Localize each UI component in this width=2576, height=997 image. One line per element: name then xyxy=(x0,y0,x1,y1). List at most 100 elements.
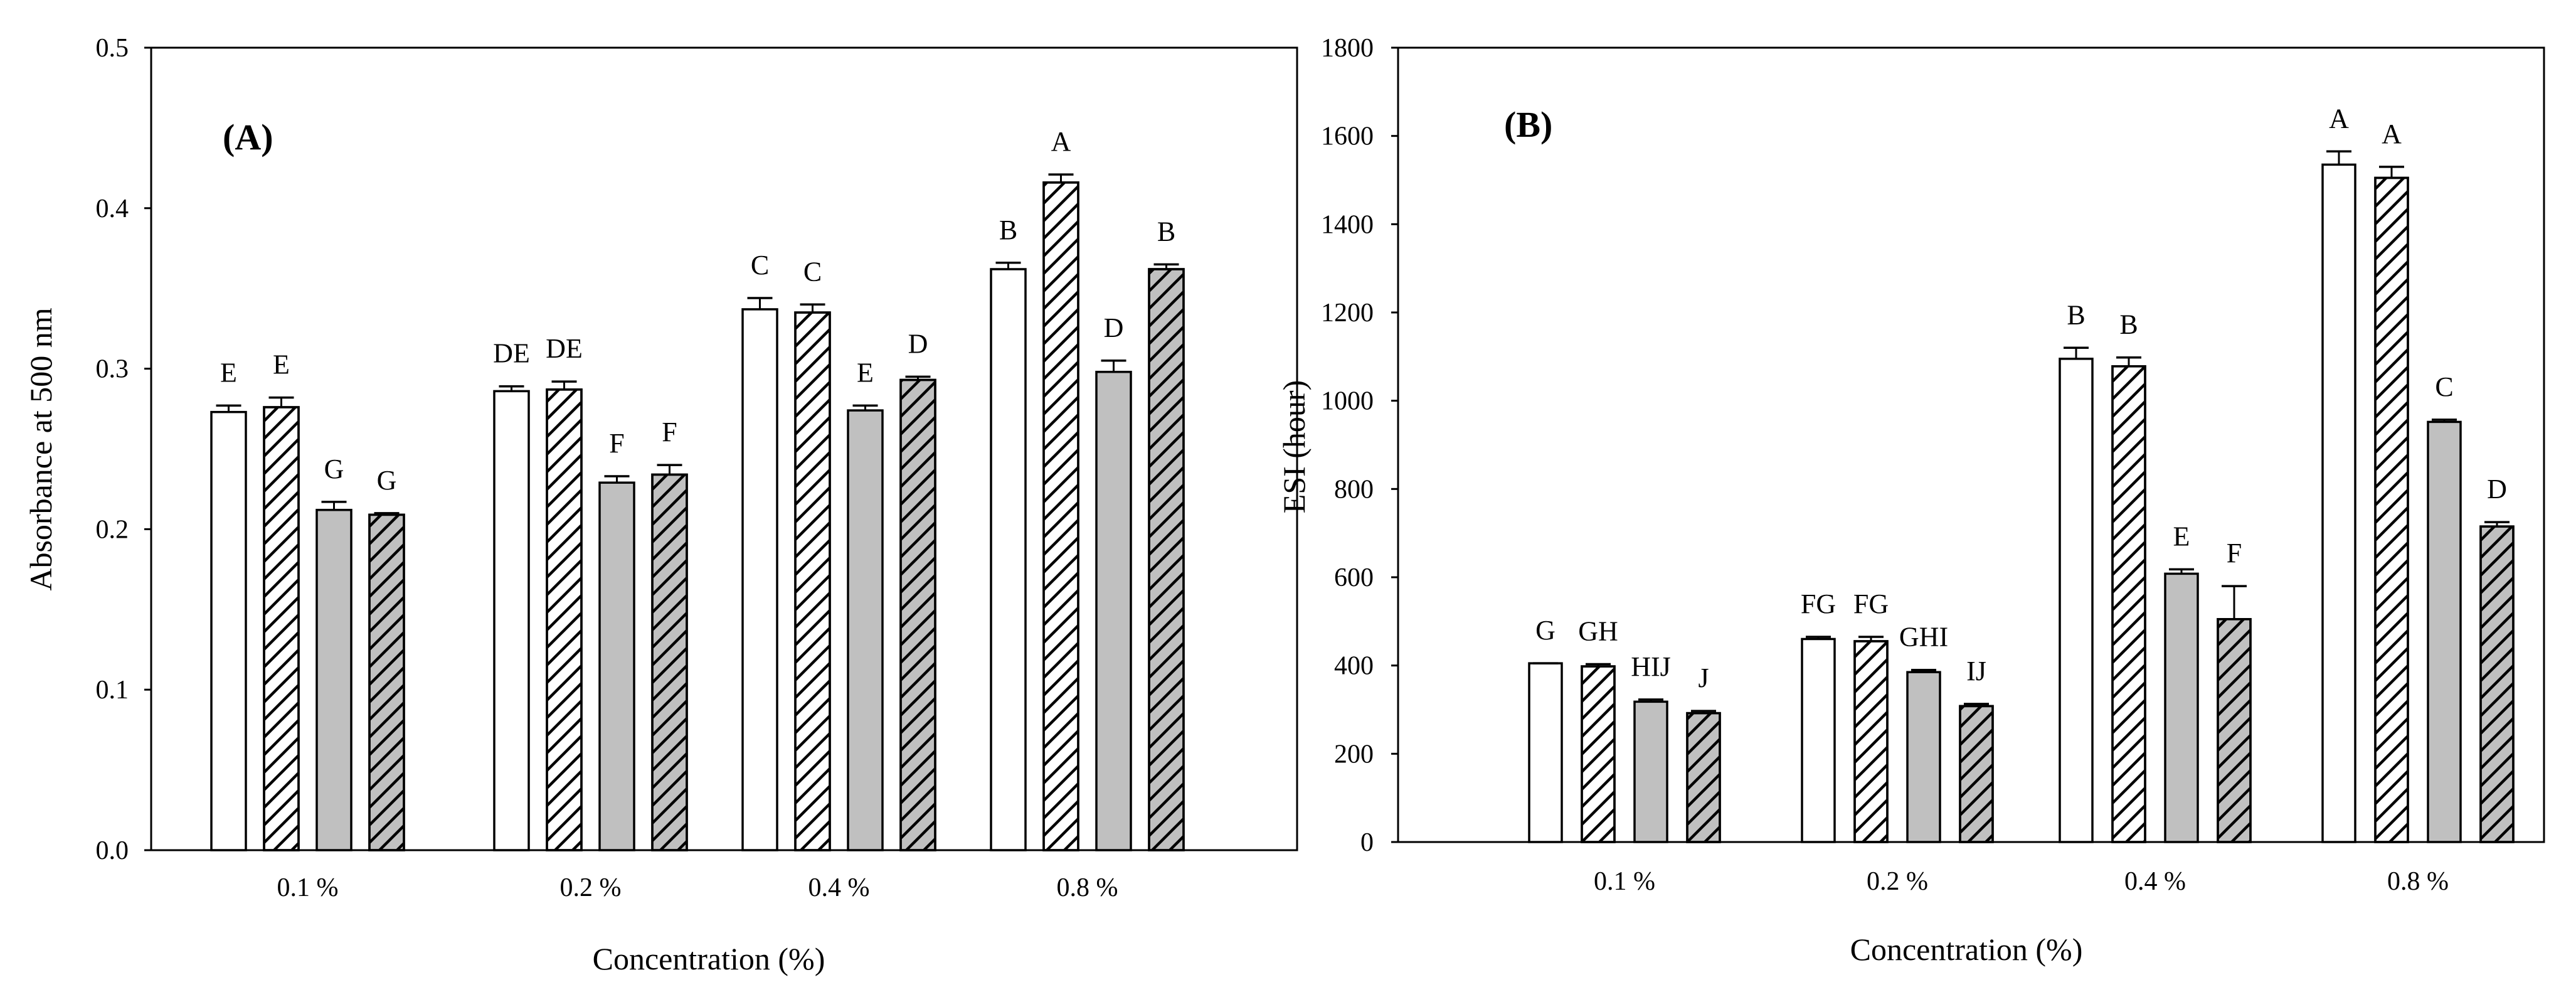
x-axis-title-b: Concentration (%) xyxy=(1850,932,2083,967)
bar-a xyxy=(1095,370,1132,851)
y-tick-label-b: 1400 xyxy=(1321,210,1374,239)
y-axis-title-a: Absorbance at 500 nm xyxy=(23,307,58,590)
y-tick-label-a: 0.3 xyxy=(96,355,129,384)
bar-hatch-b xyxy=(1959,705,1994,843)
significance-letter-b: GH xyxy=(1578,616,1618,647)
y-tick-label-b: 1600 xyxy=(1321,122,1374,151)
bar-hatch-a xyxy=(368,513,405,851)
category-label-b: 0.2 % xyxy=(1867,867,1928,896)
significance-letter-a: G xyxy=(324,454,344,484)
significance-letter-a: A xyxy=(1051,126,1071,157)
category-label-b: 0.8 % xyxy=(2387,867,2449,896)
y-tick-label-b: 0 xyxy=(1360,828,1374,857)
bar-hatch-b xyxy=(2111,365,2146,843)
category-labels-a: 0.1 % 0.2 % 0.4 % 0.8 % xyxy=(277,873,1118,902)
bar-b xyxy=(2164,572,2199,843)
bar-a xyxy=(598,481,635,851)
y-ticks-b: 0 200 400 600 800 1000 1200 1400 1600 1800 xyxy=(1321,34,1398,857)
y-tick-label-b: 400 xyxy=(1334,652,1374,681)
significance-letter-b: C xyxy=(2435,371,2453,402)
significance-letter-b: J xyxy=(1698,663,1709,693)
bar-hatch-a xyxy=(1042,181,1079,851)
significance-letter-a: F xyxy=(662,417,677,447)
significance-letter-a: B xyxy=(1157,216,1175,247)
y-tick-label-b: 1200 xyxy=(1321,299,1374,328)
significance-letter-b: D xyxy=(2487,474,2507,504)
bar-hatch-a xyxy=(899,378,936,851)
significance-letter-b: B xyxy=(2067,299,2085,330)
category-label-b: 0.4 % xyxy=(2124,867,2186,896)
bar-hatch-b xyxy=(2374,176,2409,843)
significance-letter-b: E xyxy=(2173,521,2190,552)
panel-label-a: (A) xyxy=(223,117,273,157)
category-label-a: 0.1 % xyxy=(277,873,339,902)
category-label-a: 0.4 % xyxy=(808,873,870,902)
x-axis-title-a: Concentration (%) xyxy=(593,941,825,976)
chart-panel-a: (A) 0.0 0.1 0.2 0.3 0.4 0.5 E E G G DE DE F F C C E D B A D… xyxy=(23,34,1298,976)
y-tick-label-b: 200 xyxy=(1334,740,1374,769)
bar-b xyxy=(1528,662,1563,843)
bar-hatch-a xyxy=(794,311,831,851)
y-tick-label-b: 800 xyxy=(1334,475,1374,504)
y-tick-label-a: 0.0 xyxy=(96,836,129,865)
significance-letter-a: C xyxy=(803,256,822,287)
y-ticks-a: 0.0 0.1 0.2 0.3 0.4 0.5 xyxy=(96,34,151,865)
significance-letter-a: E xyxy=(273,349,290,380)
bar-hatch-b xyxy=(1853,640,1889,843)
bar-hatch-a xyxy=(546,388,583,851)
bar-a xyxy=(315,508,352,851)
bar-b xyxy=(1801,637,1836,843)
bar-b xyxy=(1906,671,1941,843)
y-tick-label-b: 1000 xyxy=(1321,387,1374,416)
y-tick-label-a: 0.2 xyxy=(96,515,129,544)
panel-label-b: (B) xyxy=(1504,104,1552,145)
bar-hatch-a xyxy=(1148,268,1185,851)
y-tick-label-b: 600 xyxy=(1334,563,1374,592)
bars-b: G GH HIJ J FG FG GHI IJ B B E F A A C D xyxy=(1528,103,2515,843)
significance-letter-a: DE xyxy=(546,333,583,364)
y-tick-label-a: 0.1 xyxy=(96,676,129,705)
bar-hatch-b xyxy=(2479,525,2515,843)
significance-letter-b: A xyxy=(2382,119,2402,149)
bar-hatch-b xyxy=(1581,665,1616,843)
significance-letter-b: B xyxy=(2119,309,2138,340)
bar-hatch-b xyxy=(1686,712,1721,843)
significance-letter-a: C xyxy=(751,250,769,280)
y-tick-label-b: 1800 xyxy=(1321,34,1374,63)
significance-letter-b: IJ xyxy=(1966,656,1986,686)
bar-b xyxy=(2059,358,2094,843)
significance-letter-b: FG xyxy=(1853,589,1889,619)
significance-letter-a: E xyxy=(857,357,874,388)
significance-letter-a: F xyxy=(609,428,624,459)
y-axis-title-b: ESI (hour) xyxy=(1276,380,1312,513)
bar-b xyxy=(2427,420,2462,843)
significance-letter-a: B xyxy=(999,215,1017,245)
significance-letter-b: HIJ xyxy=(1631,651,1671,682)
category-labels-b: 0.1 % 0.2 % 0.4 % 0.8 % xyxy=(1594,867,2449,896)
significance-letter-a: G xyxy=(377,465,397,496)
bar-hatch-b xyxy=(2217,618,2252,843)
bar-a xyxy=(990,268,1027,851)
category-label-b: 0.1 % xyxy=(1594,867,1655,896)
significance-letter-a: D xyxy=(1104,312,1124,343)
significance-letter-a: DE xyxy=(493,338,530,369)
significance-letter-b: G xyxy=(1535,615,1556,646)
bar-a xyxy=(847,409,884,851)
bar-a xyxy=(210,410,247,851)
bar-a xyxy=(741,308,778,851)
category-label-a: 0.8 % xyxy=(1057,873,1118,902)
bar-b xyxy=(2321,163,2356,843)
significance-letter-b: GHI xyxy=(1899,622,1948,653)
significance-letter-b: F xyxy=(2227,538,2242,568)
significance-letter-a: D xyxy=(908,328,928,359)
y-tick-label-a: 0.5 xyxy=(96,34,129,63)
y-tick-label-a: 0.4 xyxy=(96,195,129,223)
plot-frame-a xyxy=(150,46,1298,851)
bars-a: E E G G DE DE F F C C E D B A D B xyxy=(210,126,1185,851)
bar-hatch-a xyxy=(651,473,688,851)
significance-letter-a: E xyxy=(220,357,237,388)
significance-letter-b: FG xyxy=(1801,589,1836,619)
